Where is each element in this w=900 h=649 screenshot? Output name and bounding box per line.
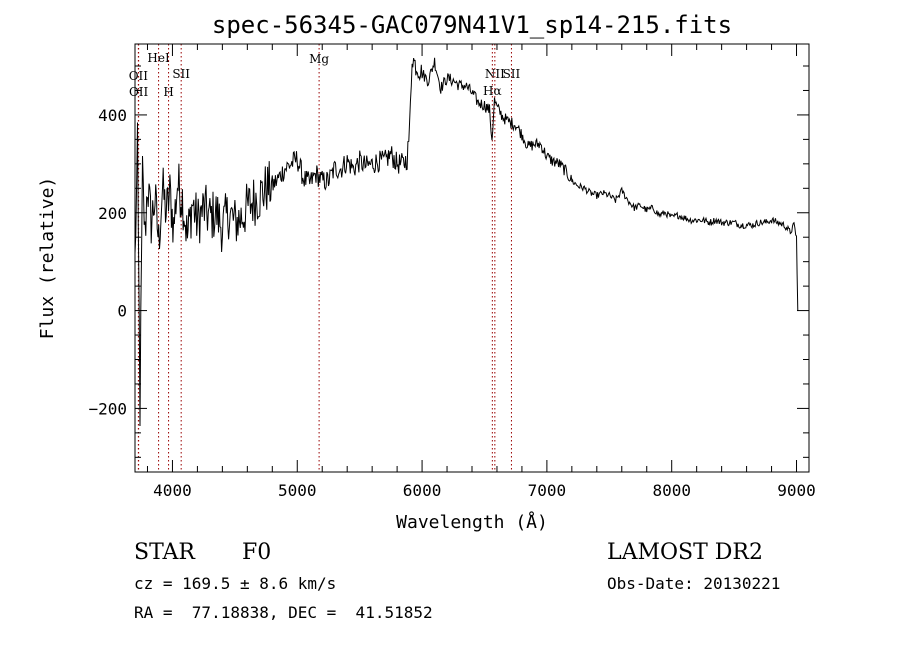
x-tick-label: 6000 xyxy=(403,481,442,500)
spectral-line-label: H xyxy=(163,85,173,99)
x-tick-label: 8000 xyxy=(652,481,691,500)
x-tick-label: 4000 xyxy=(153,481,192,500)
x-axis-label: Wavelength (Å) xyxy=(396,511,548,533)
object-subclass-label: F0 xyxy=(242,540,272,565)
survey-label: LAMOST DR2 xyxy=(607,540,763,565)
redshift-text: cz = 169.5 ± 8.6 km/s xyxy=(134,574,337,593)
spectrum-series xyxy=(134,57,799,427)
x-tick-label: 9000 xyxy=(777,481,816,500)
obs-date-text: Obs-Date: 20130221 xyxy=(607,574,781,593)
x-tick-label: 7000 xyxy=(528,481,567,500)
spectrum-line xyxy=(134,57,799,427)
spectral-line-label: HeI xyxy=(147,51,170,65)
x-axis-ticks: 4000 5000 6000 7000 8000 9000 xyxy=(146,44,816,500)
y-tick-label: −200 xyxy=(88,399,127,418)
spectral-line-label: Hα xyxy=(483,84,502,98)
object-class-label: STAR xyxy=(134,540,195,565)
spectral-line-label: Mg xyxy=(309,52,329,66)
y-tick-label: 400 xyxy=(98,106,127,125)
y-axis-label: Flux (relative) xyxy=(37,177,58,340)
plot-frame xyxy=(134,43,810,473)
y-tick-label: 200 xyxy=(98,204,127,223)
spectral-line-label: SII xyxy=(172,67,190,81)
chart-title: spec-56345-GAC079N41V1_sp14-215.fits xyxy=(212,11,732,39)
y-tick-label: 0 xyxy=(117,302,127,321)
spectral-line-label: NII xyxy=(485,67,505,81)
spectral-line-label: SII xyxy=(503,67,521,81)
x-tick-label: 5000 xyxy=(278,481,317,500)
coordinates-text: RA = 77.18838, DEC = 41.51852 xyxy=(134,603,433,622)
y-axis-ticks: −200 0 200 400 xyxy=(88,65,809,458)
spectral-line-label: OII xyxy=(129,85,149,99)
